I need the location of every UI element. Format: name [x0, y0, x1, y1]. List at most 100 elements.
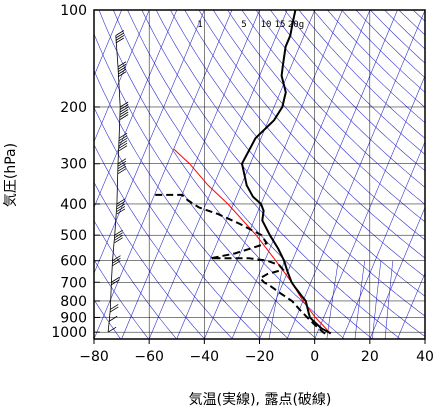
isotherm [94, 10, 205, 275]
wind-barb [110, 304, 119, 310]
dry-adiabat [94, 299, 121, 339]
dewpoint-line [154, 193, 326, 335]
wind-barb [117, 158, 127, 165]
y-tick-label: 600 [60, 254, 87, 270]
wind-barb [119, 109, 129, 115]
dry-adiabat [141, 10, 425, 337]
dry-adiabat [284, 10, 425, 155]
wind-barb [117, 63, 127, 70]
y-tick-label: 1000 [51, 325, 87, 341]
parcel-path-line [173, 148, 332, 334]
wind-barb [118, 142, 128, 149]
wind-barb [118, 137, 128, 144]
x-tick-label: −80 [79, 349, 109, 365]
isotherm [94, 10, 178, 209]
wind-barb [115, 32, 125, 39]
x-tick-label: 40 [416, 349, 434, 365]
isotherm [94, 10, 122, 77]
isotherm [94, 10, 150, 143]
wind-barb [119, 106, 129, 113]
x-tick-label: 0 [310, 349, 319, 365]
dry-adiabat [94, 181, 205, 339]
isotherm [94, 10, 233, 339]
wind-barb [114, 237, 123, 244]
dry-adiabat [184, 10, 425, 278]
wind-barb [118, 135, 128, 142]
wind-barb [117, 71, 127, 78]
isotherm [148, 10, 288, 339]
isotherm [397, 272, 425, 339]
wind-barb [116, 206, 126, 212]
wind-barb [118, 145, 128, 152]
wind-barb [107, 326, 117, 333]
wind-barb [114, 229, 123, 236]
wind-barb [115, 30, 125, 36]
mixing-ratio-label: 5 [241, 20, 246, 30]
dry-adiabat [94, 219, 177, 339]
mixing-ratio-line [326, 260, 339, 339]
dry-adiabat [127, 10, 401, 339]
dry-adiabat [241, 10, 425, 205]
mixing-ratio-labels: 1 5 10 15 20g [197, 20, 304, 30]
y-tick-label: 700 [60, 275, 87, 291]
x-axis-title: 気温(実線), 露点(破線) [189, 392, 332, 408]
y-tick-label: 900 [60, 310, 87, 326]
isotherm [341, 140, 425, 339]
dry-adiabat [255, 10, 425, 188]
mixing-ratio-line [268, 260, 285, 339]
x-tick-label: −60 [134, 349, 164, 365]
wind-barb [117, 68, 127, 75]
x-tick-label: 20 [361, 349, 379, 365]
y-axis-title: 気圧(hPa) [3, 143, 19, 207]
isotherm [369, 206, 425, 339]
mixing-ratio-label: 15 [275, 20, 286, 30]
wind-barb [115, 37, 125, 44]
wind-barb [112, 255, 121, 262]
sounding-traces [154, 10, 332, 335]
wind-barb [117, 66, 127, 73]
mixing-ratio-label: 1 [197, 20, 202, 30]
dry-adiabat [270, 10, 425, 172]
mixing-ratio-line [372, 260, 382, 339]
wind-barb [117, 61, 127, 68]
y-tick-label: 100 [60, 3, 87, 19]
wind-barb [111, 276, 120, 283]
isotherm [314, 75, 425, 339]
mixing-ratio-label: 20g [288, 20, 304, 30]
y-tick-label: 400 [60, 197, 87, 213]
isotherm [204, 10, 343, 339]
dry-adiabat [155, 10, 425, 317]
isotherm [259, 10, 398, 339]
wind-barb [111, 279, 120, 286]
x-tick-label: −40 [190, 349, 220, 365]
wind-barb [119, 101, 129, 108]
wind-speed-line [107, 35, 121, 333]
x-axis-ticks: −80 −60 −40 −20 0 20 40 [79, 339, 434, 365]
wind-barb [117, 160, 127, 167]
temperature-line [240, 10, 332, 335]
wind-barb [108, 315, 118, 322]
wind-barb [116, 208, 126, 215]
isotherm [121, 10, 260, 339]
dry-adiabat [94, 259, 149, 339]
dry-adiabat [170, 10, 425, 297]
wind-barb [116, 203, 126, 210]
y-tick-label: 500 [60, 228, 87, 244]
wind-barb [117, 168, 127, 175]
wind-barb [117, 165, 127, 172]
wind-barb [115, 35, 125, 41]
wind-barb [119, 104, 129, 110]
wind-barb [116, 201, 126, 207]
y-tick-label: 200 [60, 100, 87, 116]
wind-barb [118, 140, 128, 147]
dry-adiabat [94, 144, 233, 339]
dry-adiabat [227, 10, 425, 223]
isotherm [176, 10, 316, 339]
mixing-ratio-line [354, 260, 365, 339]
wind-barb [110, 306, 119, 313]
wind-barb [119, 111, 129, 118]
wind-barb [119, 114, 129, 120]
wind-barb [118, 132, 128, 139]
